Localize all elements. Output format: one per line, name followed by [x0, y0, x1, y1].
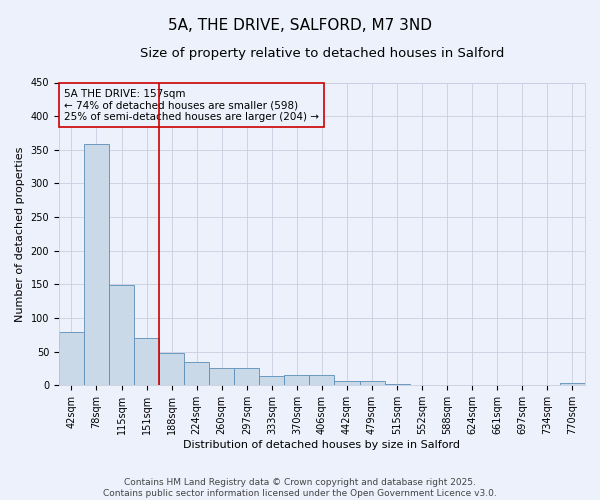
Bar [134, 338, 159, 385]
Bar [410, 384, 434, 385]
Title: Size of property relative to detached houses in Salford: Size of property relative to detached ho… [140, 48, 504, 60]
Bar [159, 353, 184, 385]
X-axis label: Distribution of detached houses by size in Salford: Distribution of detached houses by size … [184, 440, 460, 450]
Bar [460, 384, 485, 385]
Bar [59, 332, 84, 385]
Bar [209, 368, 234, 385]
Text: 5A THE DRIVE: 157sqm
← 74% of detached houses are smaller (598)
25% of semi-deta: 5A THE DRIVE: 157sqm ← 74% of detached h… [64, 88, 319, 122]
Bar [434, 384, 460, 385]
Text: 5A, THE DRIVE, SALFORD, M7 3ND: 5A, THE DRIVE, SALFORD, M7 3ND [168, 18, 432, 32]
Bar [84, 144, 109, 385]
Bar [259, 376, 284, 385]
Bar [385, 384, 410, 385]
Bar [184, 362, 209, 385]
Bar [109, 285, 134, 385]
Bar [310, 375, 334, 385]
Bar [560, 383, 585, 385]
Bar [334, 380, 359, 385]
Bar [284, 375, 310, 385]
Text: Contains HM Land Registry data © Crown copyright and database right 2025.
Contai: Contains HM Land Registry data © Crown c… [103, 478, 497, 498]
Y-axis label: Number of detached properties: Number of detached properties [15, 146, 25, 322]
Bar [234, 368, 259, 385]
Bar [359, 380, 385, 385]
